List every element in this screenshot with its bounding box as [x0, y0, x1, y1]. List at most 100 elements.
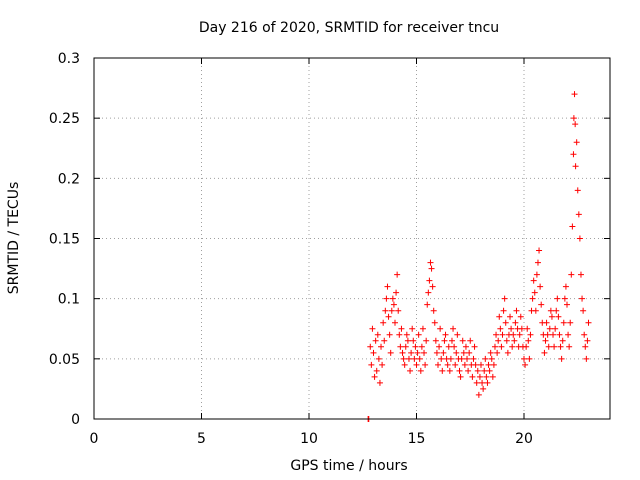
- data-point: [454, 331, 461, 338]
- data-point: [448, 337, 455, 344]
- data-point: [501, 295, 508, 302]
- data-point: [491, 343, 498, 350]
- data-point: [386, 331, 393, 338]
- data-point: [424, 301, 431, 308]
- x-tick-label: 5: [197, 431, 206, 447]
- data-point: [530, 277, 537, 284]
- data-point: [565, 331, 572, 338]
- data-point: [392, 319, 398, 326]
- data-point: [368, 361, 375, 368]
- data-point: [369, 325, 376, 332]
- data-point: [445, 343, 452, 350]
- data-point: [479, 379, 486, 386]
- data-point: [536, 247, 543, 254]
- data-point: [476, 373, 483, 380]
- data-point: [489, 373, 496, 380]
- data-point: [496, 313, 503, 320]
- x-tick-labels: 0 5 10 15 20: [90, 431, 533, 447]
- data-point: [517, 313, 524, 320]
- data-point: [498, 343, 505, 350]
- data-point: [371, 373, 378, 380]
- data-point: [482, 355, 489, 362]
- data-point: [512, 319, 519, 326]
- data-point: [409, 325, 416, 332]
- data-point: [467, 337, 474, 344]
- data-point: [407, 367, 414, 374]
- data-point: [401, 361, 408, 368]
- data-point: [560, 319, 567, 326]
- data-point: [405, 355, 412, 362]
- axis-ticks: [93, 57, 610, 420]
- data-point: [500, 307, 507, 314]
- data-point: [414, 349, 421, 356]
- y-tick-label: 0.25: [49, 111, 80, 127]
- data-point: [564, 301, 570, 308]
- data-point: [381, 337, 388, 344]
- x-tick-label: 10: [300, 431, 318, 447]
- data-point: [431, 319, 438, 326]
- data-point: [495, 337, 502, 344]
- data-point: [547, 307, 554, 314]
- data-point: [571, 91, 578, 98]
- data-point: [399, 349, 406, 356]
- data-point: [383, 295, 390, 302]
- data-point: [576, 235, 583, 242]
- data-point: [521, 355, 527, 362]
- x-axis-title: GPS time / hours: [290, 458, 407, 474]
- data-point: [367, 343, 374, 350]
- data-point: [412, 343, 419, 350]
- data-point: [542, 337, 549, 344]
- data-point: [452, 361, 459, 368]
- data-point: [404, 337, 411, 344]
- data-point: [428, 265, 435, 272]
- data-point: [504, 349, 511, 356]
- data-point: [534, 259, 541, 266]
- data-point: [541, 349, 548, 356]
- data-point: [579, 295, 586, 302]
- data-point: [572, 163, 579, 170]
- data-point: [432, 337, 439, 344]
- data-point: [437, 325, 444, 332]
- data-point: [494, 349, 501, 356]
- data-point: [447, 355, 454, 362]
- data-point: [585, 319, 592, 326]
- data-point: [481, 367, 488, 374]
- data-point: [417, 367, 424, 374]
- data-point: [416, 355, 423, 362]
- data-point: [390, 301, 397, 308]
- data-point: [436, 343, 443, 350]
- data-point: [510, 331, 517, 338]
- data-point: [471, 343, 478, 350]
- data-point: [419, 325, 426, 332]
- data-point: [418, 343, 425, 350]
- data-point: [475, 391, 482, 398]
- data-point: [509, 343, 516, 350]
- data-point: [511, 337, 518, 344]
- data-point: [513, 307, 520, 314]
- data-point: [385, 313, 392, 320]
- data-point: [566, 343, 573, 350]
- data-point: [556, 331, 563, 338]
- data-point: [384, 283, 391, 290]
- data-point: [516, 331, 523, 338]
- data-point: [575, 211, 582, 218]
- data-point: [502, 319, 509, 326]
- data-point: [551, 343, 558, 350]
- data-point: [557, 343, 564, 350]
- data-point: [503, 337, 510, 344]
- data-point: [486, 367, 493, 374]
- data-point: [439, 367, 446, 374]
- data-point: [435, 361, 441, 368]
- data-point: [552, 325, 559, 332]
- data-point: [442, 331, 449, 338]
- data-point: [508, 325, 515, 332]
- data-point: [493, 331, 500, 338]
- data-point: [568, 271, 575, 278]
- data-point: [532, 307, 539, 314]
- data-point: [410, 337, 417, 344]
- data-point: [453, 349, 460, 356]
- data-point: [544, 331, 551, 338]
- data-point: [570, 151, 577, 158]
